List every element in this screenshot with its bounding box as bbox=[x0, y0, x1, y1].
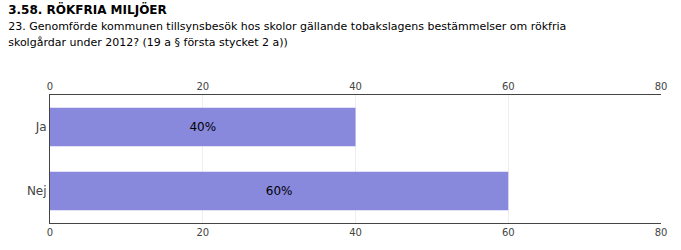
svg-text:60: 60 bbox=[502, 81, 515, 92]
svg-text:0: 0 bbox=[47, 81, 53, 92]
svg-text:60%: 60% bbox=[266, 184, 293, 198]
svg-text:80: 80 bbox=[655, 227, 668, 238]
svg-text:Ja: Ja bbox=[35, 120, 47, 134]
svg-text:3.58. RÖKFRIA MILJÖER23. Genom: 3.58. RÖKFRIA MILJÖER23. Genomförde komm… bbox=[8, 2, 566, 48]
svg-text:80: 80 bbox=[655, 81, 668, 92]
svg-text:40%: 40% bbox=[189, 120, 216, 134]
svg-text:20: 20 bbox=[196, 227, 209, 238]
svg-text:0: 0 bbox=[47, 227, 53, 238]
svg-text:20: 20 bbox=[196, 81, 209, 92]
svg-text:60: 60 bbox=[502, 227, 515, 238]
svg-text:Nej: Nej bbox=[27, 184, 47, 198]
svg-text:40: 40 bbox=[349, 227, 362, 238]
svg-text:40: 40 bbox=[349, 81, 362, 92]
